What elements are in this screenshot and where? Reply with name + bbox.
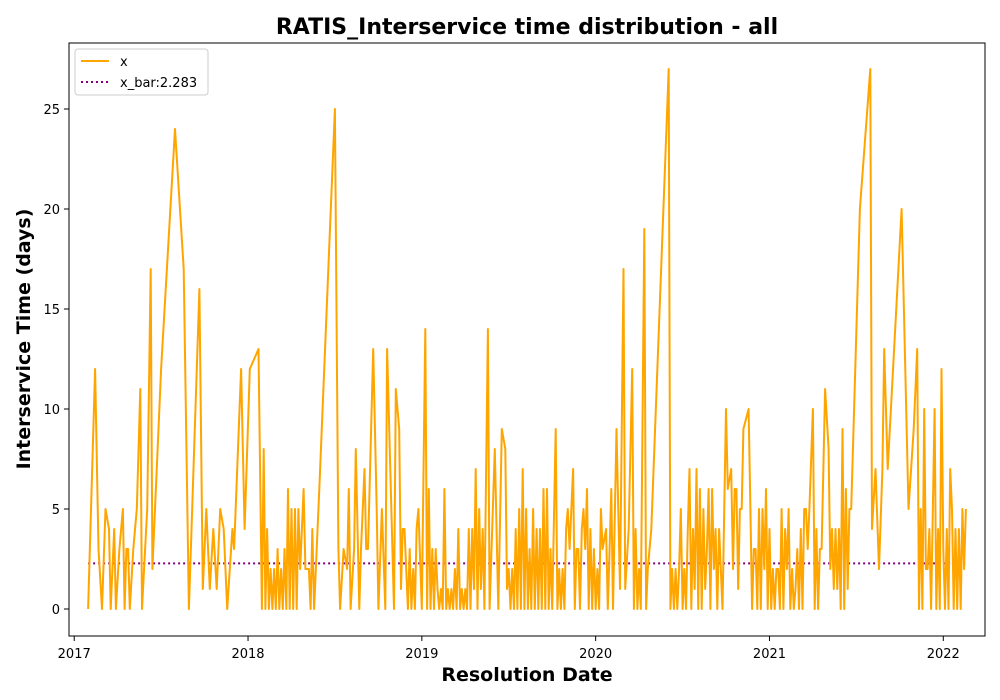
chart-title: RATIS_Interservice time distribution - a… (276, 15, 778, 40)
x-axis-ticks: 2017 2018 2019 2020 2021 2022 (58, 636, 960, 662)
y-tick-label: 20 (43, 203, 60, 218)
x-tick-label: 2019 (405, 647, 438, 662)
y-tick-label: 15 (43, 303, 60, 318)
plot-area (69, 43, 985, 636)
x-axis-label: Resolution Date (441, 664, 612, 686)
legend-label-x-bar: x_bar:2.283 (120, 76, 197, 91)
x-tick-label: 2021 (753, 647, 786, 662)
legend-label-x: x (120, 55, 128, 70)
y-tick-label: 10 (43, 403, 60, 418)
y-axis-label: Interservice Time (days) (13, 209, 35, 470)
y-tick-label: 25 (43, 103, 60, 118)
x-tick-label: 2017 (58, 647, 91, 662)
legend: x x_bar:2.283 (75, 49, 208, 95)
x-tick-label: 2018 (231, 647, 264, 662)
x-tick-label: 2020 (579, 647, 612, 662)
y-axis-ticks: 0 5 10 15 20 25 (43, 103, 69, 618)
y-tick-label: 5 (52, 503, 60, 518)
y-tick-label: 0 (52, 603, 60, 618)
x-tick-label: 2022 (927, 647, 960, 662)
